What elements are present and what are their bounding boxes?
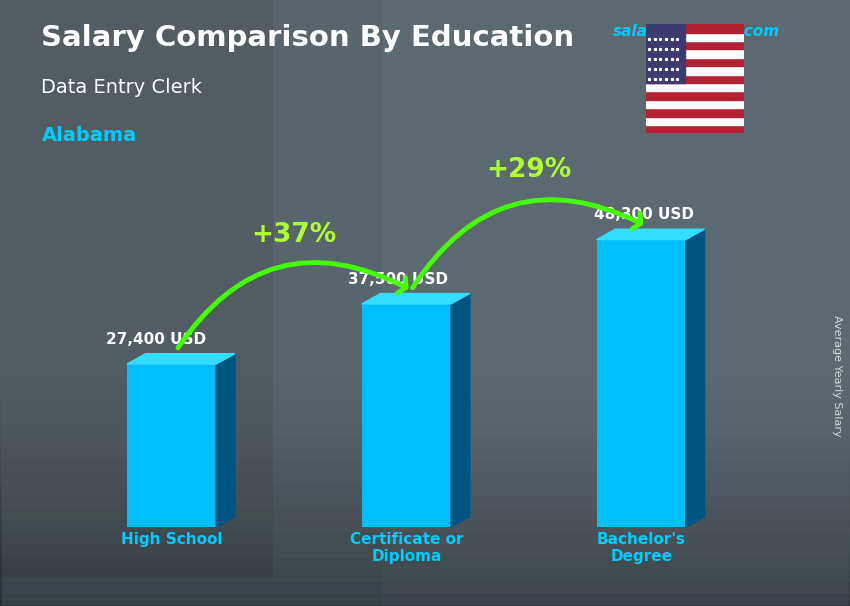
Text: explorer: explorer [672, 24, 744, 39]
Bar [0, 436, 850, 606]
Bar [0, 364, 850, 606]
Bar [0, 412, 850, 606]
Bar [646, 116, 744, 125]
Bar [362, 304, 451, 527]
Bar [0, 400, 850, 606]
Bar [0, 545, 850, 606]
Bar [646, 33, 744, 41]
Bar [646, 92, 744, 100]
Bar [0, 582, 850, 606]
Bar [597, 239, 686, 527]
Text: salary: salary [613, 24, 665, 39]
Polygon shape [451, 293, 470, 527]
Bar [0, 594, 850, 606]
Bar [0, 461, 850, 606]
Bar [0, 497, 850, 606]
FancyArrowPatch shape [412, 199, 641, 288]
Bar [0, 0, 272, 576]
Text: Average Yearly Salary: Average Yearly Salary [832, 315, 842, 436]
Bar [0, 473, 850, 606]
Text: 37,500 USD: 37,500 USD [348, 271, 448, 287]
Bar [646, 75, 744, 83]
Bar [646, 50, 744, 58]
Bar [0, 448, 850, 606]
Text: Alabama: Alabama [42, 125, 137, 145]
Bar [0, 533, 850, 606]
Bar [646, 83, 744, 92]
Polygon shape [597, 229, 705, 239]
Text: .com: .com [739, 24, 779, 39]
Polygon shape [686, 229, 705, 527]
Polygon shape [362, 293, 470, 304]
Polygon shape [216, 354, 235, 527]
Bar [646, 24, 744, 33]
Text: Data Entry Clerk: Data Entry Clerk [42, 78, 202, 96]
Text: Certificate or
Diploma: Certificate or Diploma [349, 532, 463, 564]
Bar [646, 66, 744, 75]
Bar [382, 0, 850, 606]
Polygon shape [127, 354, 235, 364]
Text: High School: High School [121, 532, 223, 547]
Text: 27,400 USD: 27,400 USD [106, 331, 206, 347]
Text: Bachelor's
Degree: Bachelor's Degree [597, 532, 686, 564]
Bar [0, 509, 850, 606]
Bar [0, 485, 850, 606]
Bar [646, 125, 744, 133]
Bar [0, 521, 850, 606]
Bar [0, 388, 850, 606]
Bar [0, 570, 850, 606]
Bar [0, 376, 850, 606]
Bar [0, 558, 850, 606]
Bar [646, 100, 744, 108]
Bar [646, 41, 744, 50]
Text: Salary Comparison By Education: Salary Comparison By Education [42, 24, 575, 52]
FancyArrowPatch shape [178, 262, 406, 348]
Bar [646, 58, 744, 66]
Text: +29%: +29% [486, 158, 571, 184]
Bar [0, 424, 850, 606]
Bar [646, 108, 744, 116]
Bar [646, 24, 685, 83]
Bar [127, 364, 216, 527]
Text: 48,300 USD: 48,300 USD [594, 207, 694, 222]
Text: +37%: +37% [251, 222, 337, 248]
